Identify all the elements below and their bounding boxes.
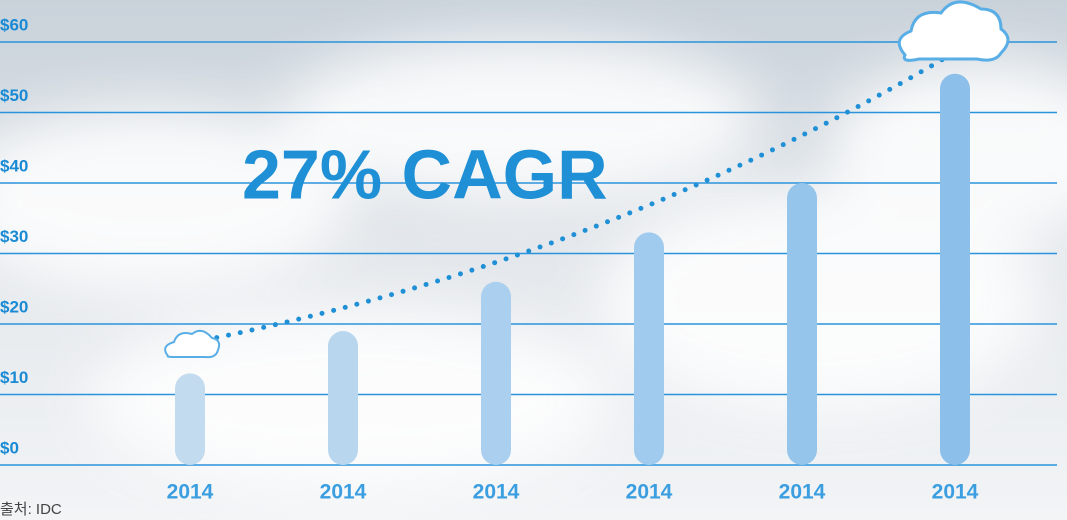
chart: $0 $10 $20 $30 $40 $50 $60 27% CAGR 출처: IDC 20… [0,0,1067,520]
x-tick-label: 2014 [779,481,826,504]
bar [634,232,664,465]
y-tick-label: $40 [0,156,28,175]
y-tick-label: $50 [0,86,28,105]
y-tick-label: $30 [0,227,28,246]
x-tick-label: 2014 [932,481,979,504]
bar [940,74,970,465]
y-tick-label: $60 [0,15,28,34]
bar [328,331,358,465]
bar [175,373,205,465]
x-tick-label: 2014 [473,481,520,504]
bar [481,282,511,465]
annotation: 27% CAGR [242,135,608,213]
y-tick-label: $10 [0,368,28,387]
y-tick-label: $0 [0,438,19,457]
x-tick-label: 2014 [626,481,673,504]
x-tick-label: 2014 [320,481,367,504]
x-tick-label: 2014 [167,481,214,504]
source: 출처: IDC [0,501,62,518]
bar [787,183,817,465]
y-tick-label: $20 [0,297,28,316]
